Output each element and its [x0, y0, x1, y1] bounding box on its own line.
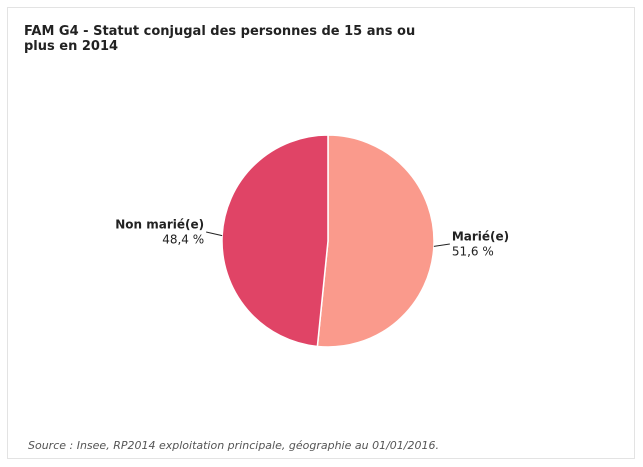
- pie-slice: [221, 134, 329, 348]
- leader-line: [433, 243, 450, 247]
- slice-value-label: 51,6 %: [452, 245, 494, 259]
- source-note: Source : Insee, RP2014 exploitation prin…: [28, 439, 439, 452]
- pie-slice: [316, 134, 435, 348]
- slice-label: Marié(e): [452, 230, 509, 244]
- frame: [7, 7, 635, 459]
- leader-line: [206, 231, 223, 237]
- slice-label: Non marié(e): [115, 217, 204, 231]
- slice-value-label: 48,4 %: [162, 232, 204, 246]
- chart-title: FAM G4 - Statut conjugal des personnes d…: [24, 24, 416, 54]
